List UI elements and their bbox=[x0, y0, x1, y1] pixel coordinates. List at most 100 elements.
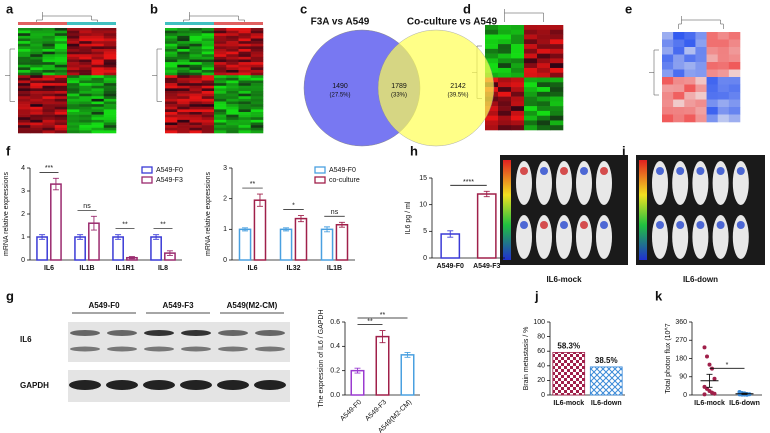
heatmap-cell bbox=[238, 119, 252, 123]
heatmap-cell bbox=[42, 46, 56, 50]
heatmap-cell bbox=[91, 112, 105, 115]
heatmap-cell bbox=[91, 93, 105, 97]
heatmap-cell bbox=[79, 80, 92, 84]
heatmap-cell bbox=[201, 35, 215, 39]
heatmap-cell bbox=[42, 33, 56, 37]
heatmap-cell bbox=[537, 34, 551, 40]
error-bar bbox=[90, 215, 97, 231]
heatmap-cell bbox=[226, 96, 239, 100]
heatmap-cell bbox=[42, 104, 56, 108]
heatmap-cell bbox=[177, 130, 190, 134]
heatmap-cell bbox=[165, 101, 178, 105]
heatmap-cell bbox=[214, 77, 227, 81]
heatmap-cell bbox=[165, 114, 178, 118]
error-bar bbox=[153, 234, 160, 240]
dendrogram bbox=[152, 48, 162, 102]
heatmap-cell bbox=[485, 29, 499, 35]
heatmap-cell bbox=[511, 115, 525, 121]
heatmap-cell bbox=[537, 110, 551, 116]
y-tick-label: 0.2 bbox=[330, 368, 340, 375]
legend-swatch bbox=[141, 166, 153, 174]
heatmap-cell bbox=[103, 112, 117, 115]
heatmap-cell bbox=[706, 77, 719, 85]
signal bbox=[716, 221, 725, 229]
significance: ** bbox=[160, 222, 166, 229]
signal bbox=[520, 221, 528, 229]
heatmap-cell bbox=[728, 39, 741, 48]
heatmap-cell bbox=[189, 72, 203, 76]
heatmap-cell bbox=[238, 91, 252, 94]
heatmap-cell bbox=[511, 72, 525, 78]
heatmap-cell bbox=[485, 67, 499, 74]
venn-text: Co-culture vs A549 bbox=[407, 17, 498, 28]
heatmap-cell bbox=[67, 101, 80, 105]
error-bar bbox=[77, 234, 84, 240]
heatmap-cell bbox=[165, 49, 178, 52]
bar bbox=[150, 236, 162, 261]
signal bbox=[656, 221, 664, 229]
heatmap-cell bbox=[706, 62, 719, 70]
heatmap-cell bbox=[189, 106, 203, 110]
y-tick-label: 1 bbox=[21, 234, 25, 241]
bar bbox=[36, 236, 48, 261]
blot-band bbox=[255, 330, 285, 336]
heatmap-cell bbox=[30, 101, 43, 105]
heatmap-cell bbox=[103, 98, 117, 102]
heatmap-cell bbox=[165, 62, 178, 66]
heatmap-cell bbox=[91, 127, 105, 131]
heatmap-cell bbox=[695, 84, 707, 93]
heatmap-cell bbox=[728, 47, 741, 55]
heatmap-cell bbox=[54, 125, 68, 129]
heatmap-cell bbox=[79, 109, 92, 113]
heatmap-cell bbox=[214, 41, 227, 45]
heatmap-cell bbox=[42, 98, 56, 102]
heatmap-cell bbox=[189, 104, 203, 108]
heatmap-cell bbox=[250, 83, 264, 87]
heatmap-cell bbox=[238, 67, 252, 71]
blot-band bbox=[218, 346, 248, 352]
y-tick-label: 360 bbox=[675, 319, 687, 326]
heatmap-cell bbox=[54, 112, 68, 115]
legend-label: co-culture bbox=[329, 177, 360, 184]
y-axis-label: IL6 pg / ml bbox=[405, 201, 412, 234]
heatmap-cell bbox=[238, 104, 252, 108]
heatmap-cell bbox=[524, 96, 538, 102]
heatmap-cell bbox=[706, 107, 719, 115]
bar bbox=[74, 236, 86, 261]
heatmap-cell bbox=[165, 51, 178, 55]
heatmap-cell bbox=[30, 33, 43, 37]
heatmap-cell bbox=[511, 91, 525, 97]
heatmap-cell bbox=[189, 51, 203, 55]
y-tick-label: 90 bbox=[679, 374, 687, 381]
heatmap-cell bbox=[177, 83, 190, 87]
heatmap-cell bbox=[177, 38, 190, 42]
heatmap-cell bbox=[214, 28, 227, 31]
heatmap-cell bbox=[54, 38, 68, 42]
heatmap-cell bbox=[103, 125, 117, 129]
heatmap-cell bbox=[91, 106, 105, 110]
heatmap-cell bbox=[717, 69, 730, 78]
heatmap-cell bbox=[189, 59, 203, 63]
heatmap-cell bbox=[79, 46, 92, 50]
heatmap-cell bbox=[238, 125, 252, 129]
error-bar bbox=[404, 351, 411, 358]
heatmap-cell bbox=[511, 48, 525, 54]
dot bbox=[705, 354, 709, 359]
panel-label: a bbox=[6, 1, 14, 16]
heatmap-cell bbox=[238, 127, 252, 131]
heatmap-cell bbox=[684, 77, 696, 85]
heatmap-cell bbox=[662, 47, 674, 55]
panel-label: e bbox=[625, 1, 632, 16]
heatmap-cell bbox=[662, 39, 674, 48]
heatmap-cell bbox=[54, 43, 68, 47]
heatmap-cell bbox=[684, 32, 696, 40]
heatmap-cell bbox=[30, 56, 43, 60]
heatmap-cell bbox=[662, 92, 674, 100]
heatmap-cell bbox=[177, 77, 190, 81]
heatmap-cell bbox=[165, 35, 178, 39]
signal bbox=[580, 167, 588, 175]
mouse bbox=[516, 215, 532, 259]
heatmap-cell bbox=[18, 106, 31, 110]
heatmap-cell bbox=[177, 62, 190, 66]
heatmap-cell bbox=[103, 88, 117, 92]
